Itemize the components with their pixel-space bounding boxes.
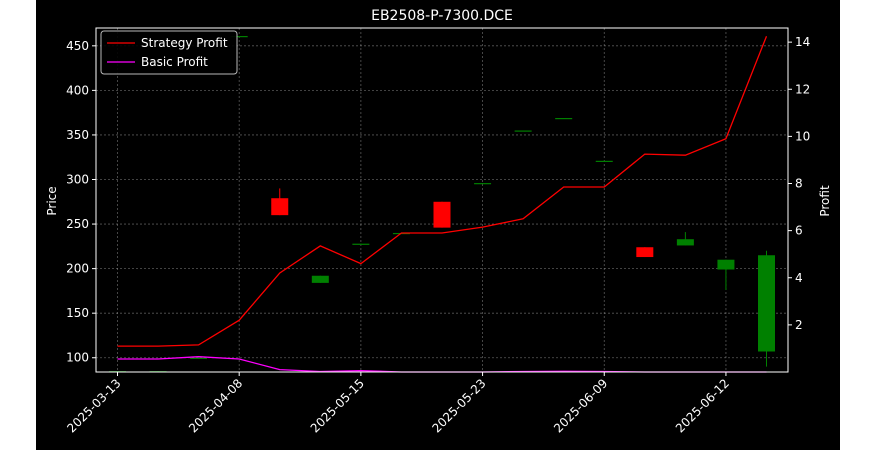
- plot-frame: [95, 27, 789, 373]
- grid: [96, 28, 788, 372]
- axes: 100 150 200 250 300 350 400 450 2 4 6 8 10 12 14 2025-0…: [64, 35, 810, 435]
- candle-body: [271, 198, 289, 216]
- series-line-strategy-profit: [117, 35, 768, 347]
- y-tick-label-right: 6: [795, 224, 803, 238]
- candle-body: [311, 275, 329, 283]
- x-tick-label: 2025-04-08: [186, 376, 245, 435]
- y-tick-label-left: 350: [66, 128, 89, 142]
- y-tick-label-right: 14: [795, 35, 810, 49]
- chart-title: EB2508-P-7300.DCE: [371, 8, 513, 24]
- legend-label-strategy-profit: Strategy Profit: [141, 36, 228, 50]
- candle-body: [676, 239, 694, 246]
- chart-figure: 100 150 200 250 300 350 400 450 2 4 6 8 10 12 14 2025-0…: [36, 0, 840, 450]
- legend-box: [100, 30, 238, 75]
- y-tick-label-right: 10: [795, 129, 810, 143]
- x-tick-label: 2025-06-12: [673, 376, 732, 435]
- chart-svg: 100 150 200 250 300 350 400 450 2 4 6 8 10 12 14 2025-0…: [45, 8, 832, 435]
- y-tick-label-right: 12: [795, 82, 810, 96]
- y-tick-label-right: 2: [795, 318, 803, 332]
- candle-body: [230, 36, 248, 38]
- x-tick-label: 2025-06-09: [551, 376, 610, 435]
- x-tick-label: 2025-05-23: [429, 376, 488, 435]
- candle-body: [433, 201, 451, 228]
- candle-body: [595, 160, 613, 162]
- candle-body: [474, 183, 492, 185]
- y-tick-label-left: 300: [66, 173, 89, 187]
- legend: Strategy Profit Basic Profit: [100, 30, 238, 75]
- y-axis-label-right: Profit: [818, 185, 832, 217]
- y-tick-label-right: 4: [795, 271, 803, 285]
- candle-body: [758, 255, 775, 352]
- legend-label-basic-profit: Basic Profit: [141, 55, 208, 69]
- x-tick-label: 2025-05-15: [308, 376, 367, 435]
- candle-body: [190, 357, 208, 359]
- y-tick-label-left: 150: [66, 306, 89, 320]
- candle-body: [555, 118, 573, 120]
- y-tick-label-left: 100: [66, 351, 89, 365]
- candle-body: [514, 130, 532, 132]
- y-tick-label-left: 400: [66, 83, 89, 97]
- y-tick-label-left: 200: [66, 262, 89, 276]
- series-line-basic-profit: [117, 356, 767, 373]
- candles: [109, 36, 775, 373]
- y-axis-label-left: Price: [45, 186, 59, 215]
- y-tick-label-left: 450: [66, 39, 89, 53]
- y-tick-label-left: 250: [66, 217, 89, 231]
- y-tick-label-right: 8: [795, 177, 803, 191]
- candle-body: [352, 243, 370, 245]
- candle-body: [717, 259, 735, 270]
- x-tick-label: 2025-03-13: [64, 376, 123, 435]
- candle-body: [636, 247, 654, 258]
